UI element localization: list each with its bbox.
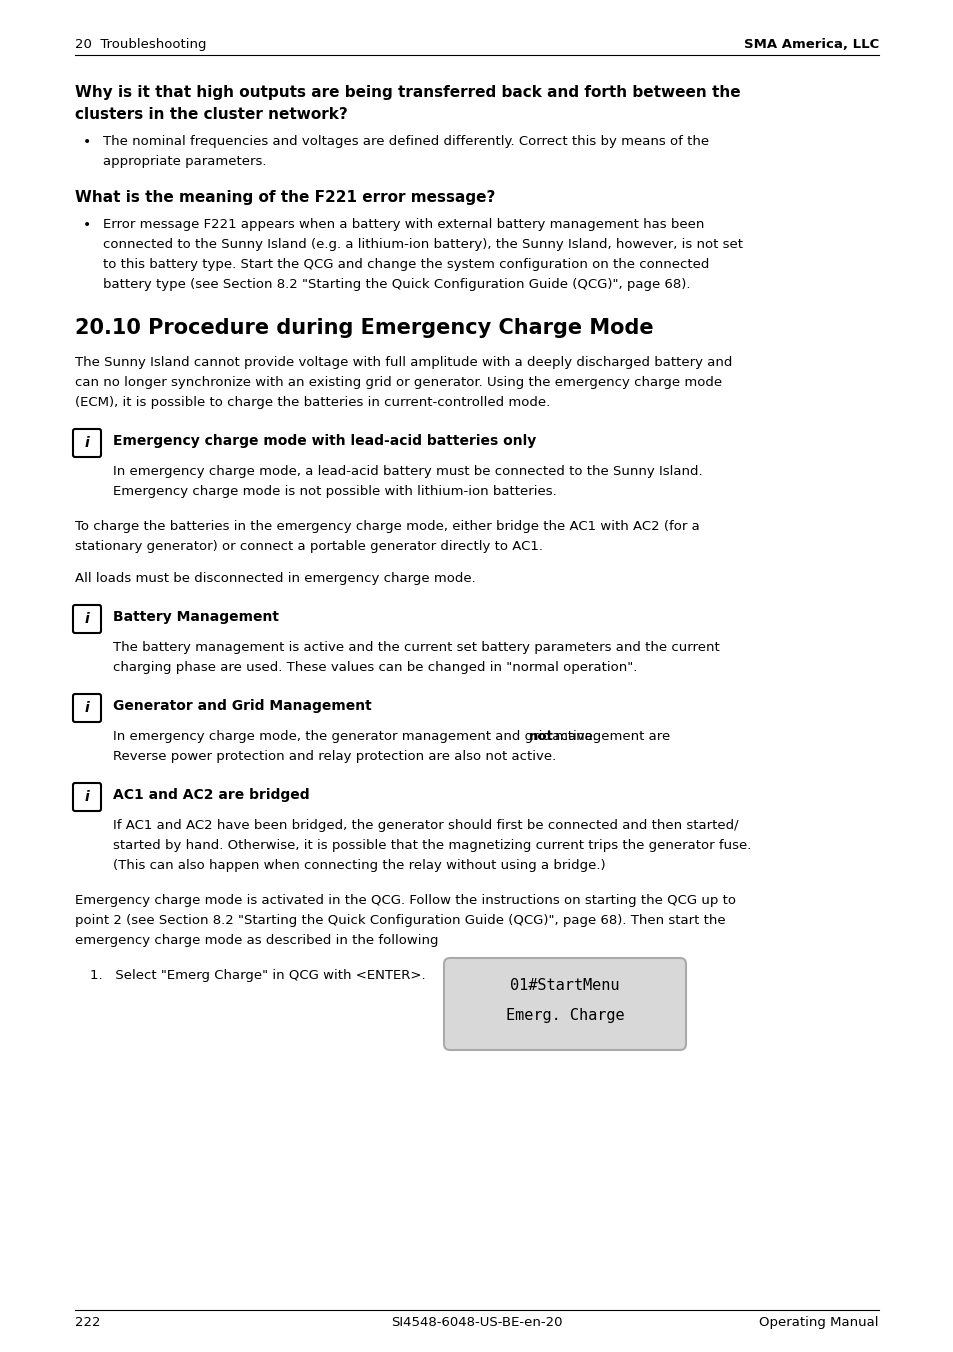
Text: Reverse power protection and relay protection are also not active.: Reverse power protection and relay prote…: [112, 750, 556, 763]
Text: battery type (see Section 8.2 "Starting the Quick Configuration Guide (QCG)", pa: battery type (see Section 8.2 "Starting …: [103, 279, 690, 291]
Text: Emergency charge mode with lead-acid batteries only: Emergency charge mode with lead-acid bat…: [112, 434, 536, 448]
Text: connected to the Sunny Island (e.g. a lithium-ion battery), the Sunny Island, ho: connected to the Sunny Island (e.g. a li…: [103, 238, 742, 251]
Text: AC1 and AC2 are bridged: AC1 and AC2 are bridged: [112, 788, 310, 802]
Text: 222: 222: [75, 1315, 100, 1329]
Text: started by hand. Otherwise, it is possible that the magnetizing current trips th: started by hand. Otherwise, it is possib…: [112, 840, 751, 852]
Text: (This can also happen when connecting the relay without using a bridge.): (This can also happen when connecting th…: [112, 859, 605, 872]
Text: i: i: [85, 612, 90, 626]
Text: In emergency charge mode, the generator management and grid management are: In emergency charge mode, the generator …: [112, 730, 674, 744]
Text: If AC1 and AC2 have been bridged, the generator should first be connected and th: If AC1 and AC2 have been bridged, the ge…: [112, 819, 738, 831]
Text: In emergency charge mode, a lead-acid battery must be connected to the Sunny Isl: In emergency charge mode, a lead-acid ba…: [112, 465, 702, 479]
Text: active.: active.: [547, 730, 596, 744]
Text: 1.   Select "Emerg Charge" in QCG with <ENTER>.: 1. Select "Emerg Charge" in QCG with <EN…: [90, 969, 425, 982]
Text: emergency charge mode as described in the following: emergency charge mode as described in th…: [75, 934, 438, 946]
Text: not: not: [529, 730, 554, 744]
Text: stationary generator) or connect a portable generator directly to AC1.: stationary generator) or connect a porta…: [75, 539, 542, 553]
Text: 01#StartMenu: 01#StartMenu: [510, 977, 619, 992]
Text: i: i: [85, 700, 90, 715]
Text: The battery management is active and the current set battery parameters and the : The battery management is active and the…: [112, 641, 719, 654]
Text: i: i: [85, 790, 90, 804]
Text: Emergency charge mode is activated in the QCG. Follow the instructions on starti: Emergency charge mode is activated in th…: [75, 894, 735, 907]
Text: Emergency charge mode is not possible with lithium-ion batteries.: Emergency charge mode is not possible wi…: [112, 485, 557, 498]
Text: SI4548-6048-US-BE-en-20: SI4548-6048-US-BE-en-20: [391, 1315, 562, 1329]
Text: •: •: [83, 218, 91, 233]
Text: Operating Manual: Operating Manual: [759, 1315, 878, 1329]
FancyBboxPatch shape: [73, 694, 101, 722]
Text: charging phase are used. These values can be changed in "normal operation".: charging phase are used. These values ca…: [112, 661, 637, 675]
Text: •: •: [83, 135, 91, 149]
Text: Emerg. Charge: Emerg. Charge: [505, 1009, 623, 1023]
Text: SMA America, LLC: SMA America, LLC: [743, 38, 878, 51]
Text: 20.10 Procedure during Emergency Charge Mode: 20.10 Procedure during Emergency Charge …: [75, 318, 653, 338]
FancyBboxPatch shape: [73, 604, 101, 633]
Text: (ECM), it is possible to charge the batteries in current-controlled mode.: (ECM), it is possible to charge the batt…: [75, 396, 550, 410]
Text: To charge the batteries in the emergency charge mode, either bridge the AC1 with: To charge the batteries in the emergency…: [75, 521, 699, 533]
Text: to this battery type. Start the QCG and change the system configuration on the c: to this battery type. Start the QCG and …: [103, 258, 709, 270]
FancyBboxPatch shape: [73, 783, 101, 811]
Text: point 2 (see Section 8.2 "Starting the Quick Configuration Guide (QCG)", page 68: point 2 (see Section 8.2 "Starting the Q…: [75, 914, 725, 927]
Text: Battery Management: Battery Management: [112, 610, 278, 625]
Text: appropriate parameters.: appropriate parameters.: [103, 155, 266, 168]
Text: can no longer synchronize with an existing grid or generator. Using the emergenc: can no longer synchronize with an existi…: [75, 376, 721, 389]
Text: 20  Troubleshooting: 20 Troubleshooting: [75, 38, 206, 51]
Text: i: i: [85, 435, 90, 450]
Text: All loads must be disconnected in emergency charge mode.: All loads must be disconnected in emerge…: [75, 572, 476, 585]
Text: The nominal frequencies and voltages are defined differently. Correct this by me: The nominal frequencies and voltages are…: [103, 135, 708, 147]
Text: Generator and Grid Management: Generator and Grid Management: [112, 699, 372, 713]
Text: Error message F221 appears when a battery with external battery management has b: Error message F221 appears when a batter…: [103, 218, 703, 231]
Text: What is the meaning of the F221 error message?: What is the meaning of the F221 error me…: [75, 191, 495, 206]
Text: clusters in the cluster network?: clusters in the cluster network?: [75, 107, 348, 122]
FancyBboxPatch shape: [443, 959, 685, 1051]
Text: Why is it that high outputs are being transferred back and forth between the: Why is it that high outputs are being tr…: [75, 85, 740, 100]
FancyBboxPatch shape: [73, 429, 101, 457]
Text: The Sunny Island cannot provide voltage with full amplitude with a deeply discha: The Sunny Island cannot provide voltage …: [75, 356, 732, 369]
